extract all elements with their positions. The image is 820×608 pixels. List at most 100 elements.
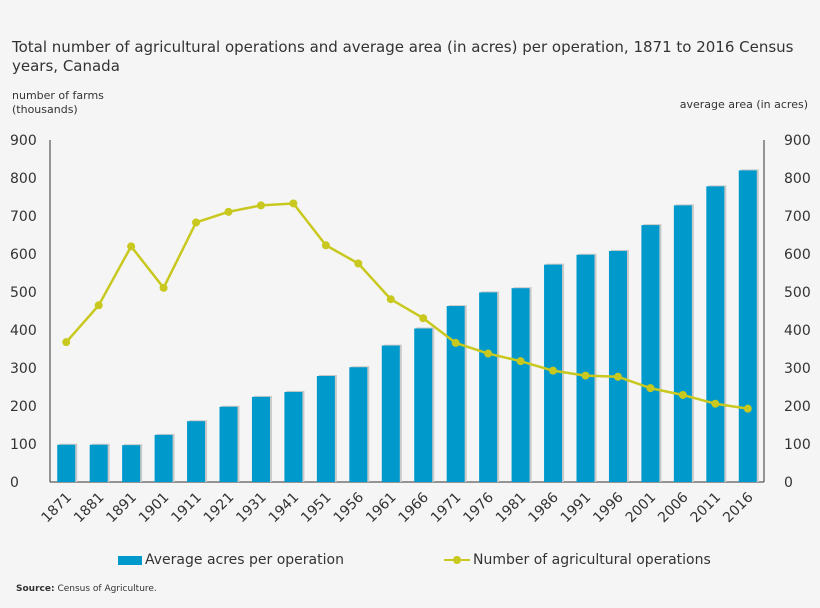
bar bbox=[187, 421, 206, 482]
right-tick-label: 400 bbox=[784, 323, 811, 339]
line-point bbox=[159, 283, 168, 292]
x-tick-label: 2001 bbox=[623, 490, 660, 527]
bar bbox=[284, 391, 303, 482]
x-tick-label: 1941 bbox=[266, 490, 303, 527]
bar bbox=[414, 328, 433, 482]
bar bbox=[673, 205, 692, 483]
bar bbox=[446, 306, 465, 482]
right-tick-label: 800 bbox=[784, 171, 811, 187]
bar bbox=[641, 225, 660, 482]
bar bbox=[219, 406, 238, 482]
right-tick-label: 700 bbox=[784, 209, 811, 225]
right-tick-label: 100 bbox=[784, 437, 811, 453]
x-tick-label: 1981 bbox=[493, 490, 530, 527]
legend-label-bars: Average acres per operation bbox=[145, 552, 344, 568]
line-point bbox=[256, 201, 265, 210]
bar bbox=[608, 250, 627, 482]
left-tick-label: 700 bbox=[10, 209, 37, 225]
x-tick-label: 1971 bbox=[428, 490, 465, 527]
x-tick-label: 1991 bbox=[558, 490, 595, 527]
bar bbox=[738, 170, 757, 482]
line-point bbox=[321, 241, 330, 250]
line-point bbox=[386, 295, 395, 304]
bar bbox=[122, 445, 141, 482]
line-point bbox=[743, 404, 752, 413]
left-tick-label: 300 bbox=[10, 361, 37, 377]
x-tick-label: 1986 bbox=[525, 489, 562, 526]
x-tick-label: 1976 bbox=[460, 489, 497, 526]
line-point bbox=[192, 218, 201, 227]
bar bbox=[316, 375, 335, 482]
line-point bbox=[224, 207, 233, 216]
x-tick-label: 1966 bbox=[396, 489, 433, 526]
right-axis-label: average area (in acres) bbox=[679, 98, 808, 111]
x-tick-label: 1901 bbox=[136, 490, 173, 527]
x-tick-label: 2006 bbox=[655, 489, 692, 526]
x-tick-label: 1996 bbox=[590, 489, 627, 526]
line-point bbox=[549, 366, 558, 375]
bar bbox=[251, 396, 270, 482]
bar bbox=[706, 186, 725, 483]
left-tick-label: 0 bbox=[10, 475, 19, 491]
bar bbox=[154, 434, 173, 482]
x-tick-label: 1911 bbox=[168, 490, 205, 527]
left-axis-label: number of farms (thousands) bbox=[12, 89, 172, 117]
left-tick-label: 500 bbox=[10, 285, 37, 301]
line-point bbox=[94, 301, 103, 310]
line-point bbox=[484, 349, 493, 358]
legend-item-line: Number of agricultural operations bbox=[444, 552, 711, 568]
line-point bbox=[581, 371, 590, 380]
legend-swatch-line bbox=[444, 555, 470, 565]
bar bbox=[511, 288, 530, 482]
bar bbox=[479, 292, 498, 482]
bar bbox=[576, 254, 595, 482]
right-tick-label: 600 bbox=[784, 247, 811, 263]
left-axis-label-text: number of farms (thousands) bbox=[12, 89, 104, 116]
legend-item-bars: Average acres per operation bbox=[118, 552, 344, 568]
x-tick-label: 2011 bbox=[688, 490, 725, 527]
x-tick-label: 1921 bbox=[201, 490, 238, 527]
right-tick-label: 900 bbox=[784, 133, 811, 149]
line-point bbox=[613, 372, 622, 381]
left-tick-label: 600 bbox=[10, 247, 37, 263]
x-tick-label: 1871 bbox=[39, 490, 76, 527]
line-point bbox=[678, 390, 687, 399]
right-tick-label: 200 bbox=[784, 399, 811, 415]
legend-label-line: Number of agricultural operations bbox=[473, 552, 711, 568]
right-tick-label: 0 bbox=[784, 475, 793, 491]
bar bbox=[57, 444, 76, 482]
line-point bbox=[711, 399, 720, 408]
line-point bbox=[354, 259, 363, 268]
left-tick-label: 900 bbox=[10, 133, 37, 149]
line-point bbox=[516, 357, 525, 366]
chart-title: Total number of agricultural operations … bbox=[12, 38, 794, 75]
x-tick-label: 1931 bbox=[233, 490, 270, 527]
left-tick-label: 400 bbox=[10, 323, 37, 339]
x-tick-label: 1881 bbox=[71, 490, 108, 527]
bar bbox=[381, 345, 400, 482]
bar bbox=[349, 367, 368, 482]
chart-legend: Average acres per operation Number of ag… bbox=[0, 552, 820, 572]
line-point bbox=[62, 338, 71, 347]
right-tick-label: 500 bbox=[784, 285, 811, 301]
line-point bbox=[646, 384, 655, 393]
legend-swatch-bars bbox=[118, 555, 142, 565]
source-text: Census of Agriculture. bbox=[57, 584, 157, 594]
right-tick-label: 300 bbox=[784, 361, 811, 377]
source-note: Source: Census of Agriculture. bbox=[16, 584, 157, 594]
line-point bbox=[451, 338, 460, 347]
line-point bbox=[419, 314, 428, 323]
bar bbox=[89, 444, 108, 482]
x-tick-label: 1951 bbox=[298, 490, 335, 527]
left-tick-label: 200 bbox=[10, 399, 37, 415]
x-tick-label: 1891 bbox=[103, 490, 140, 527]
left-tick-label: 800 bbox=[10, 171, 37, 187]
x-tick-label: 1961 bbox=[363, 490, 400, 527]
left-tick-label: 100 bbox=[10, 437, 37, 453]
source-label: Source: bbox=[16, 584, 55, 594]
x-tick-label: 1956 bbox=[331, 489, 368, 526]
x-tick-label: 2016 bbox=[720, 489, 757, 526]
line-point bbox=[127, 242, 136, 251]
line-series bbox=[65, 202, 748, 410]
